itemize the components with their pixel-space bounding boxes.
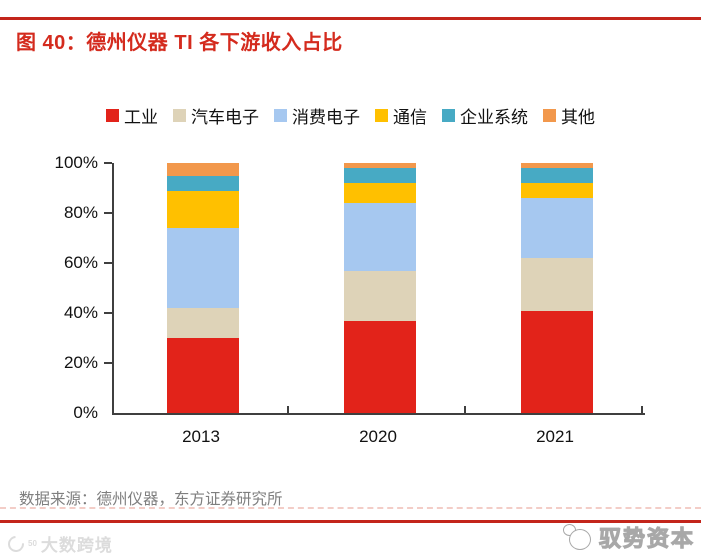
legend-item-2: 消费电子 xyxy=(274,103,360,128)
plot-area xyxy=(112,163,645,415)
y-tick-label: 60% xyxy=(63,253,98,272)
y-tick-mark xyxy=(104,362,112,364)
legend-label: 工业 xyxy=(124,108,158,127)
legend-swatch-icon xyxy=(543,109,556,122)
watermark-right: 驭势资本 xyxy=(562,521,695,553)
bar-segment-2013-汽车电子 xyxy=(166,308,239,338)
bar-segment-2020-消费电子 xyxy=(343,203,416,271)
figure-title: 图 40：德州仪器 TI 各下游收入占比 xyxy=(16,32,343,54)
bar-segment-2021-汽车电子 xyxy=(520,258,593,311)
y-tick-mark xyxy=(104,262,112,264)
x-tick-label: 2013 xyxy=(182,427,220,446)
bar-2013 xyxy=(166,163,239,413)
x-tick-label: 2020 xyxy=(359,427,397,446)
legend-swatch-icon xyxy=(442,109,455,122)
bar-segment-2021-通信 xyxy=(520,183,593,198)
legend-swatch-icon xyxy=(375,109,388,122)
bar-segment-2020-企业系统 xyxy=(343,168,416,183)
legend-item-4: 企业系统 xyxy=(442,103,528,128)
x-tick-mark xyxy=(464,406,466,413)
y-tick-mark xyxy=(104,162,112,164)
legend-item-3: 通信 xyxy=(375,103,427,128)
x-tick-mark xyxy=(287,406,289,413)
x-tick-label: 2021 xyxy=(536,427,574,446)
watermark-left-logo-icon xyxy=(4,532,28,555)
y-tick-label: 80% xyxy=(63,203,98,222)
legend-swatch-icon xyxy=(173,109,186,122)
watermark-left-logo-sup: 50 xyxy=(28,539,37,548)
bar-segment-2020-通信 xyxy=(343,183,416,203)
bar-segment-2021-消费电子 xyxy=(520,198,593,258)
y-tick-mark xyxy=(104,212,112,214)
watermark-left-label: 大数跨境 xyxy=(40,536,113,555)
watermark-right-label: 驭势资本 xyxy=(598,526,695,552)
bar-segment-2020-其他 xyxy=(343,163,416,168)
bottom-divider xyxy=(0,520,701,523)
legend-label: 通信 xyxy=(393,108,427,127)
top-divider xyxy=(0,17,701,20)
bar-segment-2020-汽车电子 xyxy=(343,270,416,321)
chart-legend: 工业 汽车电子 消费电子 通信 企业系统 其他 xyxy=(0,103,701,128)
legend-label: 其他 xyxy=(561,108,595,127)
watermark-left: 50 大数跨境 xyxy=(4,531,113,556)
y-tick-label: 0% xyxy=(73,403,98,422)
legend-label: 企业系统 xyxy=(460,108,528,127)
legend-item-5: 其他 xyxy=(543,103,595,128)
bar-segment-2013-其他 xyxy=(166,163,239,176)
bar-2020 xyxy=(343,163,416,413)
legend-swatch-icon xyxy=(106,109,119,122)
bar-segment-2021-工业 xyxy=(520,310,593,413)
bar-segment-2013-工业 xyxy=(166,338,239,413)
source-note: 数据来源：德州仪器，东方证券研究所 xyxy=(19,491,283,508)
bar-segment-2021-企业系统 xyxy=(520,168,593,183)
y-tick-label: 100% xyxy=(54,153,98,172)
legend-swatch-icon xyxy=(274,109,287,122)
y-tick-label: 40% xyxy=(63,303,98,322)
watermark-right-logo-icon xyxy=(562,524,593,550)
faint-divider xyxy=(0,507,701,509)
legend-item-0: 工业 xyxy=(106,103,158,128)
legend-label: 消费电子 xyxy=(292,108,360,127)
y-tick-mark xyxy=(104,312,112,314)
bar-segment-2013-消费电子 xyxy=(166,228,239,308)
bar-segment-2013-企业系统 xyxy=(166,175,239,191)
x-tick-mark xyxy=(641,406,643,413)
bar-segment-2013-通信 xyxy=(166,190,239,228)
y-tick-label: 20% xyxy=(63,353,98,372)
bar-2021 xyxy=(520,163,593,413)
legend-label: 汽车电子 xyxy=(191,108,259,127)
bar-segment-2020-工业 xyxy=(343,320,416,413)
legend-item-1: 汽车电子 xyxy=(173,103,259,128)
bar-segment-2021-其他 xyxy=(520,163,593,168)
